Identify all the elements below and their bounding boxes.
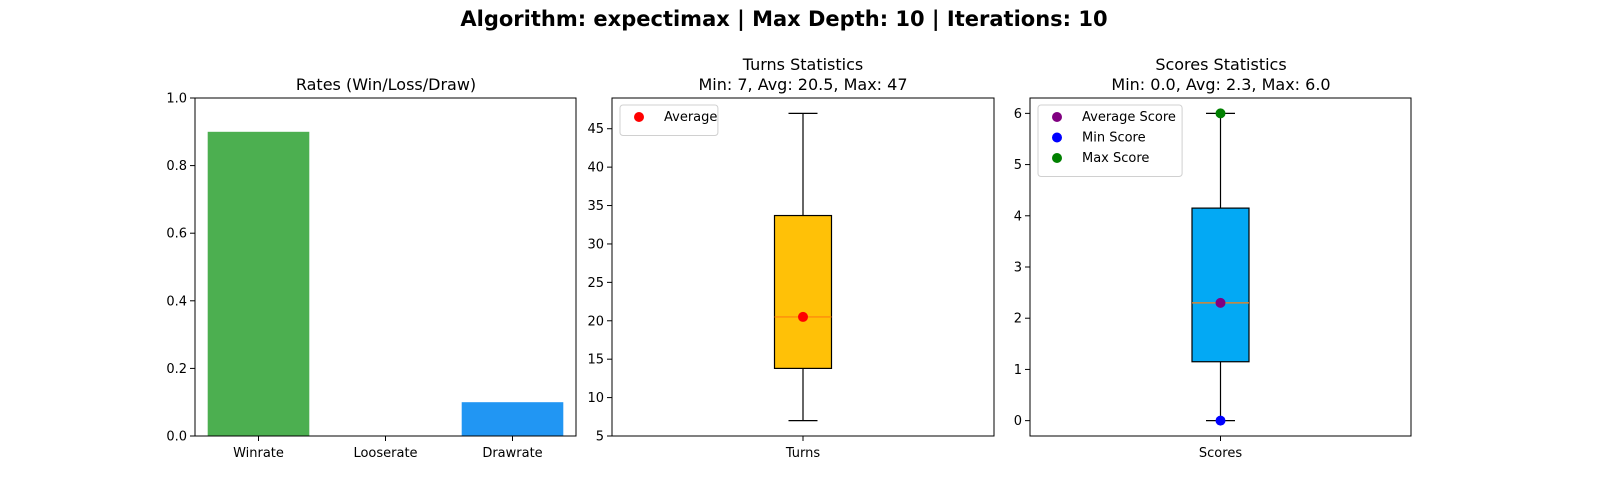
legend-label: Min Score: [1082, 131, 1146, 146]
point-min-score: [1215, 415, 1226, 426]
bar-drawrate: [461, 402, 564, 436]
x-tick-label: Drawrate: [482, 446, 542, 461]
y-tick-label: 35: [587, 199, 604, 214]
box-iqr: [773, 214, 833, 369]
y-tick-label: 0.8: [166, 159, 187, 174]
legend-marker: [1052, 112, 1062, 122]
scores-chart: Scores Statistics Min: 0.0, Avg: 2.3, Ma…: [1014, 55, 1412, 461]
x-tick-label: Turns: [785, 446, 821, 461]
y-tick-label: 0.6: [166, 227, 187, 242]
box-plot: [1191, 112, 1250, 422]
legend-marker: [1052, 132, 1062, 143]
y-tick-label: 40: [587, 161, 604, 176]
y-tick-label: 10: [587, 391, 604, 406]
y-tick-label: 0.0: [166, 430, 187, 445]
legend-marker: [1052, 153, 1062, 163]
y-axis: 5 10 15 20 25 30 35 40 45: [587, 122, 612, 445]
box-plot: [773, 112, 833, 422]
y-tick-label: 5: [596, 430, 604, 445]
legend-label: Average Score: [1082, 110, 1176, 125]
bar-winrate: [207, 131, 310, 437]
legend-label: Max Score: [1082, 151, 1149, 166]
point-max-score: [1215, 108, 1226, 119]
y-tick-label: 0: [1014, 414, 1022, 429]
y-tick-label: 0.2: [166, 362, 187, 377]
x-tick-label: Winrate: [233, 446, 284, 461]
legend-label: Average: [664, 110, 717, 125]
figure-title: Algorithm: expectimax | Max Depth: 10 | …: [460, 7, 1107, 32]
y-axis: 0 1 2 3 4 5 6: [1014, 107, 1030, 429]
y-tick-label: 25: [587, 276, 604, 291]
turns-chart: Turns Statistics Min: 7, Avg: 20.5, Max:…: [587, 55, 995, 461]
axes-frame: [194, 97, 577, 437]
x-tick-label: Scores: [1199, 446, 1242, 461]
rates-chart-title: Rates (Win/Loss/Draw): [296, 75, 476, 94]
y-axis: 0.0 0.2 0.4 0.6 0.8 1.0: [166, 92, 195, 445]
x-tick-label: Looserate: [353, 446, 417, 461]
y-tick-label: 2: [1014, 312, 1022, 327]
y-tick-label: 0.4: [166, 294, 187, 309]
legend-marker: [634, 112, 644, 122]
rates-chart: Rates (Win/Loss/Draw) 0.0 0.2 0.4 0.6 0.8 1.0…: [166, 75, 577, 461]
y-tick-label: 6: [1014, 107, 1022, 122]
y-tick-label: 1.0: [166, 92, 187, 107]
y-tick-label: 20: [587, 314, 604, 329]
box-iqr: [1191, 207, 1250, 363]
legend: Average Score Min Score Max Score: [1037, 104, 1183, 177]
legend-box: [619, 104, 719, 136]
y-tick-label: 1: [1014, 363, 1022, 378]
legend-box: [1037, 104, 1183, 177]
turns-chart-title: Turns Statistics: [742, 55, 863, 74]
y-tick-label: 45: [587, 122, 604, 137]
legend: Average: [619, 104, 719, 136]
y-tick-label: 15: [587, 353, 604, 368]
turns-chart-subtitle: Min: 7, Avg: 20.5, Max: 47: [698, 75, 907, 94]
y-tick-label: 30: [587, 237, 604, 252]
point-average-score: [1215, 297, 1226, 308]
axes-frame: [611, 97, 995, 437]
y-tick-label: 3: [1014, 261, 1022, 276]
y-tick-label: 5: [1014, 158, 1022, 173]
scores-chart-title: Scores Statistics: [1155, 55, 1286, 74]
y-tick-label: 4: [1014, 209, 1022, 224]
point-average: [798, 311, 808, 322]
axes-frame: [1029, 97, 1412, 437]
scores-chart-subtitle: Min: 0.0, Avg: 2.3, Max: 6.0: [1111, 75, 1330, 94]
